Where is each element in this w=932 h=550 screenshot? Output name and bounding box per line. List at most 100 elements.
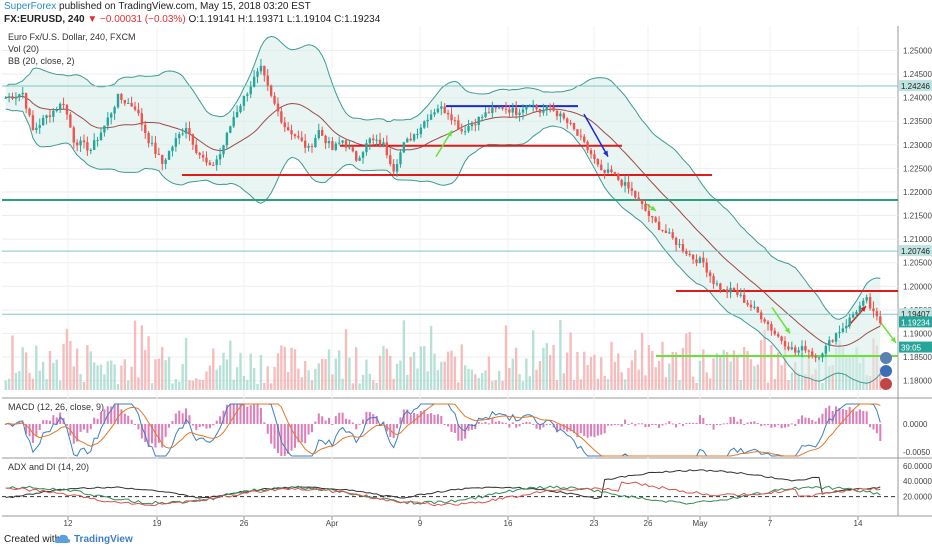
volume-bar — [4, 380, 7, 390]
candle-body — [382, 142, 385, 146]
volume-bar — [732, 350, 736, 390]
volume-bar — [811, 374, 814, 390]
macd-hist-bar — [416, 413, 419, 424]
volume-bar — [627, 368, 630, 390]
macd-hist-bar — [113, 404, 116, 424]
tradingview-link[interactable]: TradingView — [74, 534, 133, 545]
volume-bar — [634, 349, 637, 390]
volume-bar — [137, 377, 140, 390]
volume-bar — [661, 341, 664, 390]
macd-hist-bar — [675, 424, 678, 428]
volume-bar — [317, 363, 320, 390]
candle-body — [759, 312, 763, 320]
macd-hist-bar — [205, 424, 208, 429]
candle-body — [392, 164, 395, 172]
candle-body — [851, 314, 855, 318]
macd-hist-bar — [140, 424, 143, 439]
candle-body — [821, 353, 824, 358]
volume-bar — [521, 381, 525, 390]
macd-hist-bar — [586, 424, 589, 438]
volume-bar — [620, 372, 623, 390]
macd-hist-bar — [555, 424, 559, 433]
volume-bar — [879, 367, 882, 390]
chart-area[interactable]: 1.25000 1.24500 1.24000 1.23500 1.23000 1.225… — [0, 26, 932, 528]
candle-body — [593, 154, 596, 159]
tradingview-cloud-icon — [54, 534, 71, 543]
candle-body — [103, 125, 106, 133]
volume-bar — [198, 379, 201, 390]
time-tick-label: 12 — [64, 519, 73, 528]
candle-body — [286, 127, 290, 131]
volume-bar — [7, 378, 11, 390]
volume-bar — [310, 380, 314, 390]
volume-bar — [433, 353, 436, 390]
volume-bar — [736, 355, 739, 390]
volume-bar — [719, 356, 722, 390]
flag-icon[interactable] — [880, 378, 892, 390]
macd-hist-bar — [474, 424, 477, 430]
volume-bar — [246, 379, 249, 390]
macd-hist-bar — [511, 422, 514, 424]
volume-bar — [99, 364, 103, 390]
price-axis: 1.25000 1.24500 1.24000 1.23500 1.23000 1.225… — [899, 47, 932, 502]
volume-bar — [86, 345, 89, 390]
trend-arrow-1-head — [446, 130, 452, 137]
publisher-link[interactable]: SuperForex — [4, 1, 57, 12]
macd-hist-bar — [246, 406, 249, 424]
volume-bar — [739, 380, 742, 390]
candle-body — [249, 86, 252, 95]
candle-body — [487, 112, 491, 114]
price-label-box — [899, 80, 932, 92]
macd-hist-bar — [692, 422, 695, 424]
volume-bar — [52, 362, 55, 390]
candle-body — [858, 305, 862, 312]
volume-bar — [269, 383, 273, 390]
macd-hist-bar — [715, 424, 718, 425]
volume-bar — [681, 347, 685, 390]
volume-bar — [82, 381, 86, 390]
macd-hist-bar — [375, 415, 378, 424]
macd-hist-bar — [855, 411, 858, 424]
candle-body — [399, 152, 402, 165]
price-tick-label: 1.22500 — [903, 164, 932, 173]
volume-bar — [831, 364, 834, 390]
candle-body — [603, 169, 606, 173]
candle-body — [749, 304, 753, 308]
macd-hist-bar — [151, 424, 154, 444]
candle-body — [562, 113, 566, 119]
candle-body — [678, 244, 681, 246]
candle-body — [613, 172, 617, 174]
adx-tick-label: 40.0000 — [903, 477, 932, 486]
candle-body — [610, 169, 613, 173]
news-icon[interactable] — [880, 365, 892, 377]
volume-bar — [103, 374, 106, 390]
volume-bar — [674, 352, 678, 390]
volume-bar — [491, 381, 494, 390]
volume-bar — [395, 363, 399, 390]
volume-bar — [171, 383, 174, 390]
volume-bar — [378, 355, 382, 390]
macd-hist-bar — [508, 424, 511, 428]
candle-body — [205, 157, 208, 163]
candle-body — [344, 140, 348, 148]
volume-bar — [671, 351, 674, 390]
candle-body — [753, 306, 756, 308]
candle-body — [385, 142, 389, 156]
candle-body — [868, 297, 872, 309]
volume-bar — [365, 359, 368, 390]
volume-bar — [426, 371, 429, 390]
macd-hist-bar — [144, 424, 147, 442]
macd-hist-bar — [569, 424, 572, 432]
candle-body — [736, 290, 739, 295]
study-bb: BB (20, close, 2) — [8, 56, 75, 66]
macd-hist-bar — [96, 418, 99, 424]
candle-body — [402, 142, 406, 153]
candle-body — [300, 137, 303, 141]
candle-body — [848, 317, 851, 327]
alert-icon[interactable] — [880, 352, 892, 364]
price-tick-label: 1.22000 — [903, 188, 932, 197]
candle-body — [647, 210, 651, 216]
macd-hist-bar — [542, 424, 545, 428]
macd-hist-bar — [732, 416, 735, 424]
candle-body — [144, 124, 147, 133]
